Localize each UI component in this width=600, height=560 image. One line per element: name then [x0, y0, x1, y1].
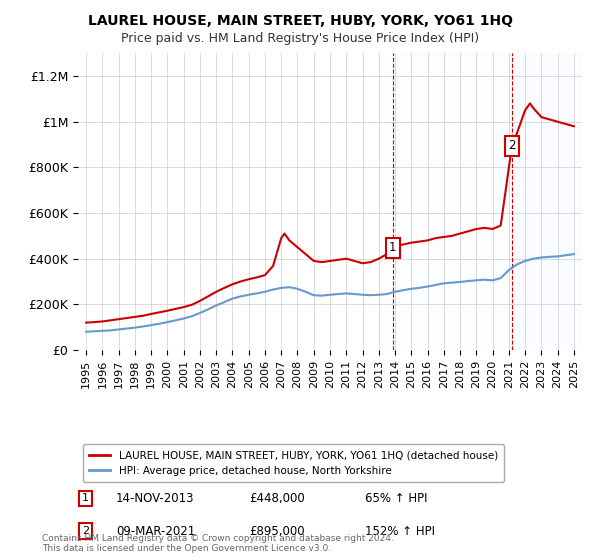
- Text: LAUREL HOUSE, MAIN STREET, HUBY, YORK, YO61 1HQ: LAUREL HOUSE, MAIN STREET, HUBY, YORK, Y…: [88, 14, 512, 28]
- Bar: [393, 53, 512, 350]
- Text: 14-NOV-2013: 14-NOV-2013: [116, 492, 194, 505]
- Text: Price paid vs. HM Land Registry's House Price Index (HPI): Price paid vs. HM Land Registry's House …: [121, 32, 479, 45]
- Legend: LAUREL HOUSE, MAIN STREET, HUBY, YORK, YO61 1HQ (detached house), HPI: Average p: LAUREL HOUSE, MAIN STREET, HUBY, YORK, Y…: [83, 444, 504, 482]
- Text: £448,000: £448,000: [250, 492, 305, 505]
- Text: 65% ↑ HPI: 65% ↑ HPI: [365, 492, 428, 505]
- Bar: [512, 53, 582, 350]
- Text: £895,000: £895,000: [250, 525, 305, 538]
- Text: 1: 1: [82, 493, 89, 503]
- Text: 152% ↑ HPI: 152% ↑ HPI: [365, 525, 435, 538]
- Text: 09-MAR-2021: 09-MAR-2021: [116, 525, 195, 538]
- Text: 1: 1: [389, 241, 397, 254]
- Text: Contains HM Land Registry data © Crown copyright and database right 2024.
This d: Contains HM Land Registry data © Crown c…: [42, 534, 394, 553]
- Text: 2: 2: [508, 139, 515, 152]
- Text: 2: 2: [82, 526, 89, 536]
